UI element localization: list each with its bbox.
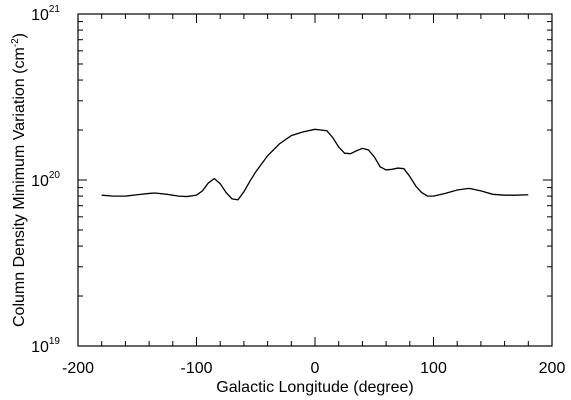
x-tick-label: -100	[180, 360, 212, 377]
y-axis-label-text: Column Density Minimum Variation (cm	[11, 47, 28, 327]
plot-frame	[77, 13, 553, 347]
y-axis-label: Column Density Minimum Variation (cm-2)	[10, 33, 28, 327]
y-tick-label-exponent: 19	[49, 336, 61, 347]
y-tick-label-exponent: 20	[49, 170, 61, 181]
x-tick-label: 0	[311, 360, 320, 377]
y-axis-label-exponent: -2	[10, 38, 21, 47]
y-tick-label: 1019	[31, 336, 60, 356]
y-tick-label-base: 10	[31, 7, 49, 24]
y-tick-label-base: 10	[31, 173, 49, 190]
y-tick-label: 1020	[31, 170, 60, 190]
series-line	[101, 128, 529, 201]
tick-marks	[77, 13, 553, 347]
x-tick-labels: -200 -100 0 100 200	[62, 360, 565, 377]
x-tick-label: -200	[62, 360, 94, 377]
x-tick-label: 200	[539, 360, 566, 377]
y-tick-label-exponent: 21	[49, 4, 61, 15]
x-tick-label: 100	[420, 360, 447, 377]
y-tick-label-base: 10	[31, 339, 49, 356]
y-axis-label-suffix: )	[11, 33, 28, 38]
x-axis-label: Galactic Longitude (degree)	[216, 379, 413, 396]
y-tick-label: 1021	[31, 4, 60, 24]
